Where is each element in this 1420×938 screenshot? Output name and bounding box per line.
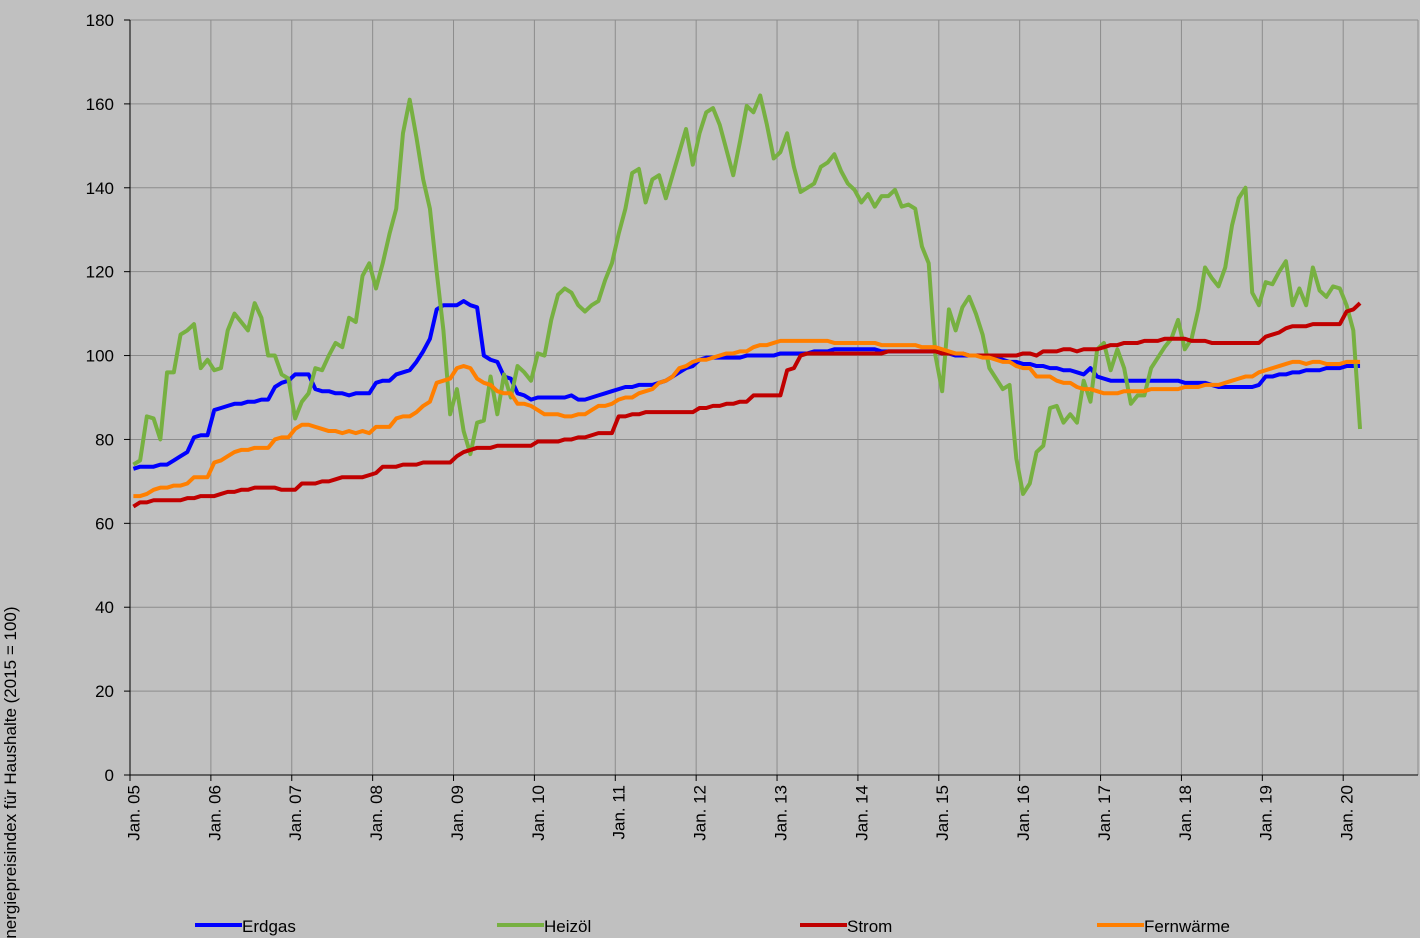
x-tick-label: Jan. 09 — [448, 785, 467, 841]
x-tick-label: Jan. 06 — [205, 785, 224, 841]
legend-label: Strom — [847, 917, 892, 936]
x-tick-label: Jan. 11 — [610, 785, 629, 840]
x-tick-label: Jan. 14 — [852, 785, 871, 841]
y-tick-label: 80 — [95, 430, 114, 449]
x-tick-label: Jan. 13 — [771, 785, 790, 841]
x-tick-label: Jan. 10 — [529, 785, 548, 841]
y-tick-label: 120 — [86, 263, 114, 282]
x-tick-label: Jan. 20 — [1338, 785, 1357, 841]
y-tick-label: 0 — [105, 766, 114, 785]
series-line — [132, 93, 1363, 496]
x-tick-label: Jan. 18 — [1176, 785, 1195, 841]
series-line — [132, 301, 1362, 509]
series-line — [132, 299, 1361, 471]
series-line — [133, 338, 1361, 499]
x-tick-label: Jan. 15 — [933, 785, 952, 841]
y-tick-label: 100 — [86, 347, 114, 366]
y-tick-label: 180 — [86, 11, 114, 30]
legend-label: Heizöl — [544, 917, 591, 936]
x-tick-label: Jan. 12 — [691, 785, 710, 841]
y-axis-label: Energiepreisindex für Haushalte (2015 = … — [1, 606, 20, 938]
x-tick-label: Jan. 19 — [1257, 785, 1276, 841]
x-tick-label: Jan. 08 — [367, 785, 386, 841]
y-tick-label: 160 — [86, 95, 114, 114]
x-tick-label: Jan. 07 — [286, 785, 305, 841]
y-tick-label: 20 — [95, 682, 114, 701]
legend-label: Fernwärme — [1144, 917, 1230, 936]
x-tick-label: Jan. 05 — [124, 785, 143, 841]
x-tick-label: Jan. 16 — [1014, 785, 1033, 841]
x-tick-label: Jan. 17 — [1095, 785, 1114, 841]
y-tick-label: 140 — [86, 179, 114, 198]
y-tick-label: 40 — [95, 598, 114, 617]
legend-label: Erdgas — [242, 917, 296, 936]
y-tick-label: 60 — [95, 514, 114, 533]
